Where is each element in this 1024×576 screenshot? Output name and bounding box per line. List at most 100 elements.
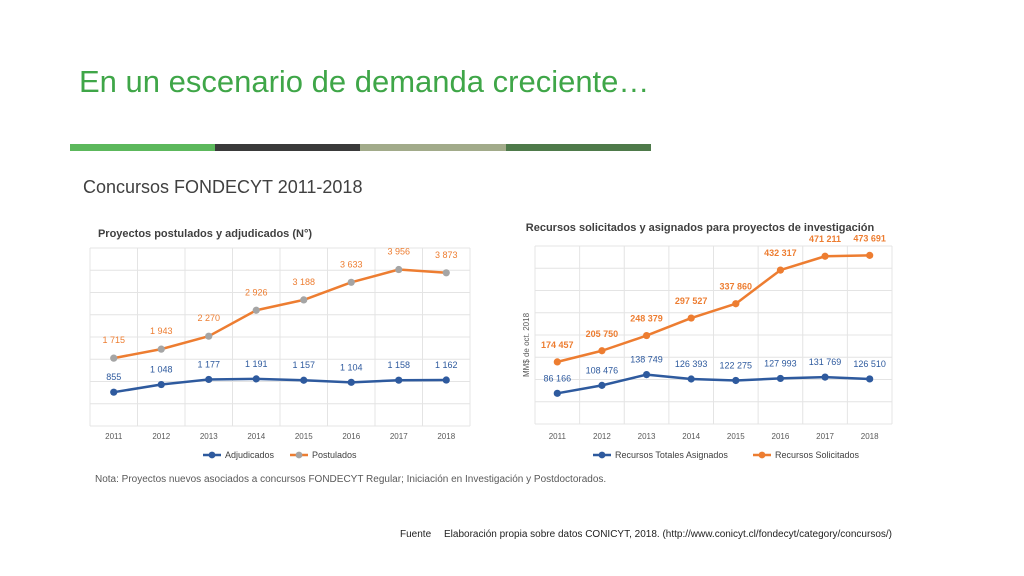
data-point xyxy=(300,296,308,304)
data-label: 1 162 xyxy=(435,360,458,370)
divider-segment-4 xyxy=(506,144,651,151)
x-tick-label: 2017 xyxy=(390,432,408,441)
data-point xyxy=(821,373,829,381)
legend-label: Adjudicados xyxy=(225,450,275,460)
data-label: 1 177 xyxy=(197,359,220,369)
data-point xyxy=(157,380,165,389)
divider-segment-1 xyxy=(70,144,215,151)
data-label: 337 860 xyxy=(720,282,753,292)
data-label: 1 943 xyxy=(150,326,173,336)
y-axis-label: MM$ de oct. 2018 xyxy=(522,312,531,377)
data-label: 473 691 xyxy=(853,233,886,243)
data-label: 86 166 xyxy=(544,373,572,383)
divider-segment-3 xyxy=(360,144,506,151)
slide-subtitle: Concursos FONDECYT 2011-2018 xyxy=(83,177,363,197)
data-label: 205 750 xyxy=(586,329,619,339)
data-label: 432 317 xyxy=(764,248,797,258)
legend-label: Recursos Totales Asignados xyxy=(615,450,728,460)
data-point xyxy=(776,374,785,383)
x-tick-label: 2011 xyxy=(549,432,567,441)
chart-title: Recursos solicitados y asignados para pr… xyxy=(526,222,875,234)
legend-marker xyxy=(208,451,216,459)
data-label: 1 158 xyxy=(387,360,410,370)
slide-title: En un escenario de demanda creciente… xyxy=(79,64,650,99)
data-label: 3 873 xyxy=(435,250,458,260)
x-tick-label: 2015 xyxy=(727,432,745,441)
x-tick-label: 2016 xyxy=(342,432,360,441)
x-tick-label: 2015 xyxy=(295,432,313,441)
data-label: 108 476 xyxy=(586,365,619,375)
data-point xyxy=(347,278,355,286)
legend-label: Recursos Solicitados xyxy=(775,450,860,460)
data-point xyxy=(642,371,651,379)
data-point xyxy=(821,252,829,260)
series-line-recursos-solicitados xyxy=(557,254,870,364)
x-tick-label: 2014 xyxy=(247,432,265,441)
data-label: 1 715 xyxy=(102,335,125,345)
x-tick-label: 2012 xyxy=(593,432,611,441)
data-label: 1 157 xyxy=(292,360,315,370)
data-point xyxy=(347,378,355,386)
x-tick-label: 2017 xyxy=(816,432,834,441)
chart-1: Proyectos postulados y adjudicados (N°) 2… xyxy=(89,228,471,460)
data-point xyxy=(866,251,874,259)
data-point xyxy=(642,331,651,340)
data-point xyxy=(732,300,740,308)
data-point xyxy=(553,358,561,366)
data-point xyxy=(300,376,308,384)
data-point xyxy=(598,381,606,389)
data-point xyxy=(442,376,450,384)
data-label: 248 379 xyxy=(630,314,663,324)
series-line-recursos-totales-asignados xyxy=(557,373,870,395)
data-point xyxy=(598,347,606,355)
legend-label: Postulados xyxy=(312,450,357,460)
data-label: 1 191 xyxy=(245,359,268,369)
data-label: 138 749 xyxy=(630,355,663,365)
data-label: 1 048 xyxy=(150,365,173,375)
data-label: 131 769 xyxy=(809,357,842,367)
divider-segment-2 xyxy=(215,144,360,151)
x-tick-label: 2012 xyxy=(152,432,170,441)
data-label: 127 993 xyxy=(764,358,797,368)
data-point xyxy=(442,269,450,277)
series-line-adjudicados xyxy=(113,377,447,394)
data-point xyxy=(157,345,165,353)
data-point xyxy=(395,265,403,274)
data-point xyxy=(687,314,695,322)
data-point xyxy=(110,354,118,362)
x-tick-label: 2013 xyxy=(200,432,218,441)
data-label: 3 633 xyxy=(340,259,363,269)
data-point xyxy=(732,376,740,385)
x-tick-label: 2018 xyxy=(437,432,455,441)
source-text: Elaboración propia sobre datos CONICYT, … xyxy=(444,529,892,540)
data-point xyxy=(553,389,561,397)
series-line-postulados xyxy=(113,268,447,360)
data-point xyxy=(252,375,260,383)
data-label: 1 104 xyxy=(340,362,363,372)
data-label: 126 393 xyxy=(675,359,708,369)
data-label: 122 275 xyxy=(720,360,753,370)
data-label: 855 xyxy=(106,372,121,382)
data-label: 3 956 xyxy=(387,247,410,257)
source-label: Fuente xyxy=(400,529,432,540)
data-point xyxy=(205,332,213,340)
data-label: 174 457 xyxy=(541,340,574,350)
data-point xyxy=(687,375,695,383)
chart-2: Recursos solicitados y asignados para pr… xyxy=(522,222,893,460)
chart-title: Proyectos postulados y adjudicados (N°) xyxy=(98,228,312,240)
data-point xyxy=(395,376,403,384)
data-label: 126 510 xyxy=(853,359,886,369)
data-point xyxy=(252,306,260,314)
x-tick-label: 2016 xyxy=(772,432,790,441)
x-tick-label: 2014 xyxy=(682,432,700,441)
data-point xyxy=(205,375,213,384)
legend-marker xyxy=(758,451,766,459)
x-tick-label: 2013 xyxy=(638,432,656,441)
legend-marker xyxy=(598,451,606,459)
data-label: 471 211 xyxy=(809,234,841,244)
x-tick-label: 2018 xyxy=(861,432,879,441)
data-label: 3 188 xyxy=(292,277,315,287)
data-point xyxy=(110,388,118,396)
data-label: 297 527 xyxy=(675,296,708,306)
